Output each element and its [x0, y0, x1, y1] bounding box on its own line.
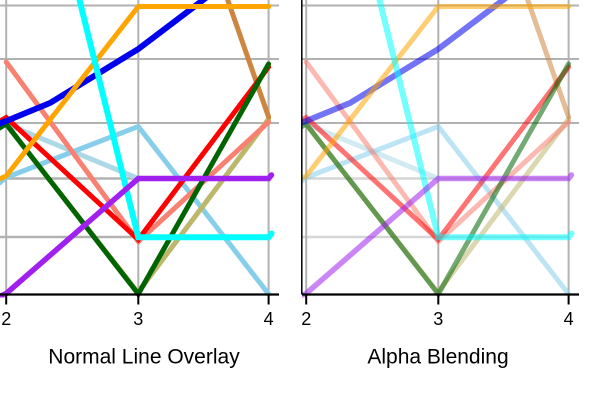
svg-text:4: 4 — [264, 309, 274, 329]
svg-text:2: 2 — [1, 309, 11, 329]
svg-text:Normal Line Overlay: Normal Line Overlay — [48, 346, 240, 369]
svg-text:4: 4 — [564, 309, 574, 329]
svg-text:2: 2 — [301, 309, 311, 329]
svg-text:3: 3 — [433, 309, 443, 329]
svg-text:3: 3 — [133, 309, 143, 329]
svg-text:Alpha Blending: Alpha Blending — [367, 346, 508, 369]
